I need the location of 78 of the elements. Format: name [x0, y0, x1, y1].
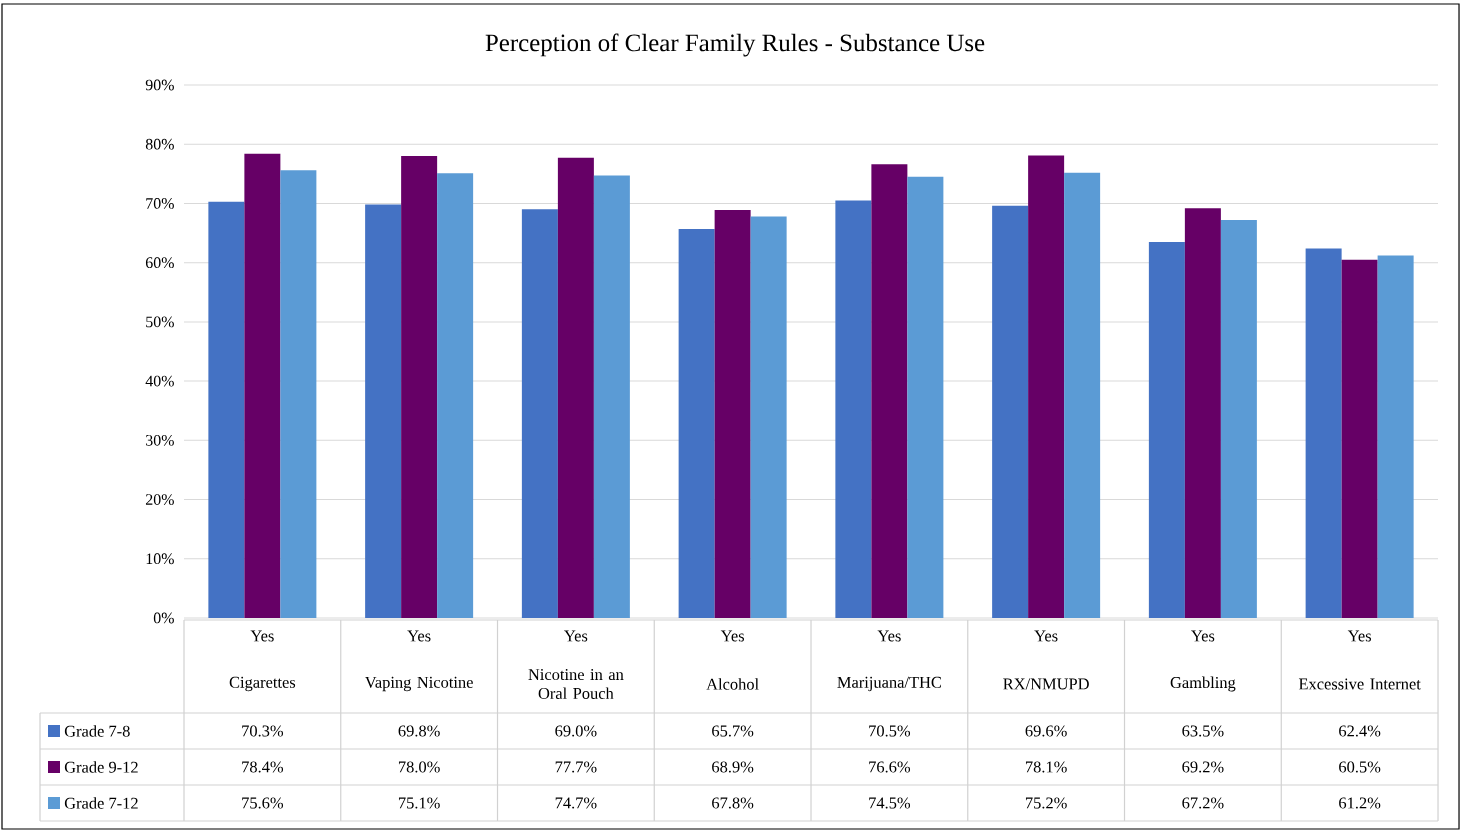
bar: [521, 209, 558, 618]
bar: [907, 176, 944, 618]
x-tick-label: Alcohol: [706, 678, 759, 690]
data-label: 62.4%: [1339, 725, 1381, 737]
x-tick-label: Vaping Nicotine: [364, 676, 473, 692]
data-label: 63.5%: [1182, 725, 1224, 737]
y-tick-label: 30%: [146, 434, 174, 446]
bar: [365, 204, 402, 618]
bar: [992, 205, 1029, 618]
data-label: 69.6%: [1025, 725, 1067, 737]
bar: [678, 228, 715, 618]
y-tick-label: 80%: [145, 138, 174, 150]
data-label: 76.6%: [869, 761, 911, 773]
bar: [593, 175, 630, 618]
data-label: 65.7%: [712, 725, 754, 737]
bar: [557, 157, 594, 618]
text: Yes: [564, 630, 588, 642]
y-tick-label: 40%: [145, 375, 174, 387]
y-tick-label: 50%: [146, 316, 174, 328]
legend-label: Grade 9-12: [64, 761, 138, 773]
data-label: 75.1%: [398, 797, 440, 809]
data-label: 75.6%: [242, 797, 284, 809]
bar: [750, 216, 787, 618]
bar: [208, 201, 245, 618]
data-label: 68.9%: [712, 761, 754, 773]
data-label: 60.5%: [1339, 761, 1381, 773]
text: Yes: [1347, 630, 1371, 642]
data-label: 77.7%: [555, 761, 597, 773]
data-label: 67.8%: [712, 797, 754, 809]
x-tick-label: Nicotine in an Oral Pouch: [528, 669, 624, 699]
legend-label: Grade 7-12: [64, 797, 138, 809]
bar: [401, 156, 438, 618]
data-label: 78.0%: [398, 761, 440, 773]
bar: [1064, 172, 1101, 618]
bar: [1377, 255, 1414, 618]
y-tick-label: 0%: [153, 612, 174, 624]
x-tick-label: Gambling: [1170, 676, 1236, 692]
y-tick-label: 70%: [146, 198, 174, 209]
data-label: 78.1%: [1025, 761, 1067, 773]
bar: [714, 209, 751, 618]
text: Yes: [1034, 630, 1058, 642]
bar: [280, 170, 317, 618]
data-label: 70.5%: [869, 725, 911, 737]
data-label: 78.4%: [242, 761, 284, 773]
bar: [244, 153, 281, 618]
legend-label: Grade 7-8: [64, 725, 130, 737]
text: Yes: [250, 630, 274, 642]
y-tick-label: 60%: [145, 257, 174, 269]
y-tick-label: 10%: [146, 553, 174, 565]
y-tick-label: 90%: [145, 79, 174, 91]
bar: [1184, 208, 1221, 618]
text: Yes: [877, 630, 901, 642]
text: Yes: [720, 630, 744, 642]
x-tick-label: Cigarettes: [229, 676, 296, 692]
text: Yes: [1191, 630, 1215, 642]
x-tick-label: RX/NMUPD: [1003, 678, 1089, 690]
x-tick-label: Marijuana/THC: [837, 676, 941, 692]
bar: [835, 200, 872, 618]
data-label: 75.2%: [1025, 797, 1067, 809]
x-tick-label: Excessive Internet: [1298, 678, 1421, 690]
data-label: 74.5%: [869, 797, 911, 809]
text: Yes: [407, 630, 431, 642]
data-label: 61.2%: [1339, 797, 1381, 809]
y-tick-label: 20%: [145, 494, 174, 505]
data-label: 69.2%: [1182, 761, 1224, 773]
data-label: 74.7%: [555, 797, 597, 809]
bar: [1028, 155, 1065, 618]
bar: [871, 164, 908, 618]
bar: [1305, 248, 1342, 618]
data-label: 70.3%: [242, 725, 284, 737]
bar: [1220, 220, 1257, 618]
bar: [1148, 241, 1185, 618]
data-label: 67.2%: [1182, 797, 1224, 809]
data-label: 69.8%: [398, 725, 440, 737]
bar: [437, 173, 474, 618]
bar: [1341, 259, 1378, 618]
data-label: 69.0%: [555, 725, 597, 737]
chart-title: Perception of Clear Family Rules - Substance Use: [485, 33, 985, 57]
